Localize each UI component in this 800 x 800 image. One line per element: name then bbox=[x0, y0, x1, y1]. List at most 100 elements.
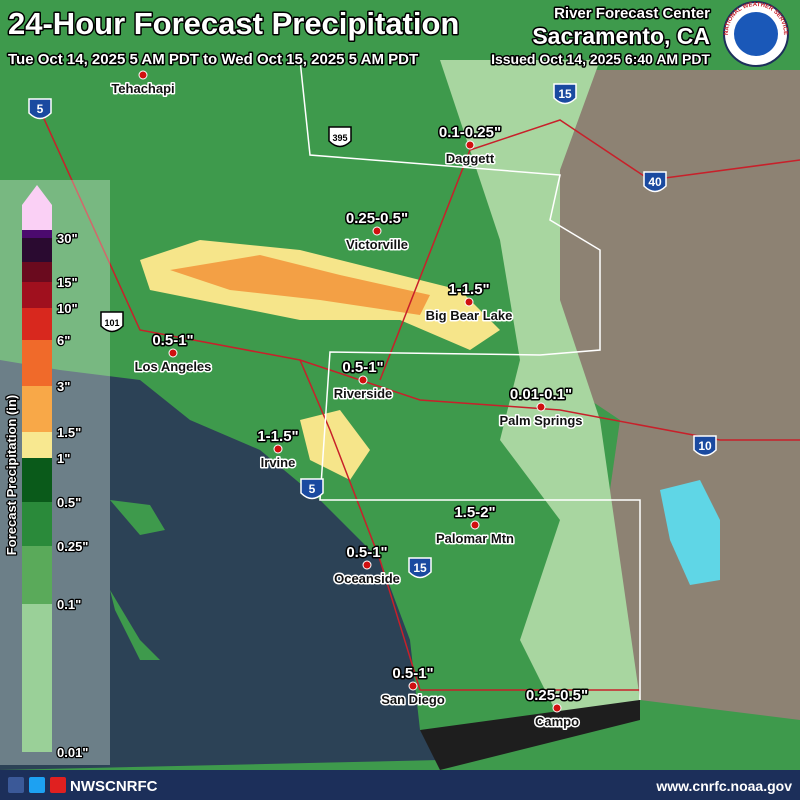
city-dot bbox=[465, 140, 475, 150]
legend-swatch bbox=[22, 308, 52, 340]
legend-label: 30" bbox=[57, 231, 78, 246]
precip-amount: 0.25-0.5" bbox=[346, 210, 408, 227]
social-handle[interactable]: NWSCNRFC bbox=[70, 778, 158, 795]
legend-swatch bbox=[22, 604, 52, 752]
legend: 30" 15" 10" 6" 3" 1.5" 1" 0.5" 0.25" 0.1" 0.01" For… bbox=[0, 180, 110, 765]
mexico-mask bbox=[420, 700, 640, 770]
legend-label: 0.25" bbox=[57, 539, 88, 554]
legend-label: 0.01" bbox=[57, 745, 88, 760]
highway-shield bbox=[28, 98, 52, 120]
shield-number: 40 bbox=[648, 175, 662, 189]
highway-shield bbox=[300, 478, 324, 500]
salton-sea bbox=[660, 480, 720, 585]
legend-label: 10" bbox=[57, 301, 78, 316]
city-dot bbox=[358, 375, 368, 385]
city-dot bbox=[470, 520, 480, 530]
legend-label: 1.5" bbox=[57, 425, 81, 440]
highway-shield bbox=[100, 311, 124, 333]
city-name: Campo bbox=[535, 714, 579, 729]
precip-amount: 0.5-1" bbox=[392, 665, 433, 682]
city-name: Los Angeles bbox=[135, 359, 212, 374]
city-name: Palm Springs bbox=[499, 413, 582, 428]
highway-shield bbox=[553, 83, 577, 105]
highway-shield bbox=[328, 126, 352, 148]
city-dot bbox=[273, 444, 283, 454]
legend-label: 0.5" bbox=[57, 495, 81, 510]
legend-swatch bbox=[22, 340, 52, 386]
city-name: Riverside bbox=[334, 386, 393, 401]
shield-number: 5 bbox=[309, 482, 316, 496]
city-dot bbox=[536, 402, 546, 412]
highway-shield bbox=[408, 557, 432, 579]
title: 24-Hour Forecast Precipitation bbox=[8, 6, 459, 41]
legend-label: 6" bbox=[57, 333, 70, 348]
city-name: Palomar Mtn bbox=[436, 531, 514, 546]
legend-swatch bbox=[22, 262, 52, 282]
footer-url[interactable]: www.cnrfc.noaa.gov bbox=[655, 778, 792, 794]
legend-title: Forecast Precipitation (in) bbox=[4, 395, 19, 555]
islands bbox=[110, 500, 165, 660]
legend-swatch bbox=[22, 386, 52, 432]
office-line2: Sacramento, CA bbox=[532, 23, 710, 49]
city-name: Daggett bbox=[446, 151, 495, 166]
issued: Issued Oct 14, 2025 6:40 AM PDT bbox=[491, 51, 710, 67]
city-name: Oceanside bbox=[334, 571, 400, 586]
highway-shield bbox=[643, 171, 667, 193]
precip-amount: 1.5-2" bbox=[454, 504, 495, 521]
shield-number: 15 bbox=[558, 87, 572, 101]
legend-swatch bbox=[22, 458, 52, 502]
city-name: Victorville bbox=[346, 237, 408, 252]
legend-label: 15" bbox=[57, 275, 78, 290]
heavy-precip-core bbox=[170, 255, 430, 315]
footer-bar bbox=[0, 770, 800, 800]
precip-amount: 0.5-1" bbox=[342, 359, 383, 376]
city-name: Irvine bbox=[261, 455, 296, 470]
precip-amount: 0.25-0.5" bbox=[526, 687, 588, 704]
facebook-icon[interactable] bbox=[8, 777, 24, 793]
precip-amount: 0.1-0.25" bbox=[439, 124, 501, 141]
precip-amount: 0.5-1" bbox=[152, 332, 193, 349]
legend-label: 1" bbox=[57, 451, 70, 466]
shield-number: 5 bbox=[37, 102, 44, 116]
city-dot bbox=[362, 560, 372, 570]
youtube-icon[interactable] bbox=[50, 777, 66, 793]
highways bbox=[39, 109, 800, 691]
legend-label: 3" bbox=[57, 379, 70, 394]
legend-swatch bbox=[22, 238, 52, 262]
legend-swatch bbox=[22, 502, 52, 546]
city-dot bbox=[408, 681, 418, 691]
city-name: Tehachapi bbox=[111, 81, 174, 96]
twitter-icon[interactable] bbox=[29, 777, 45, 793]
shield-number: 15 bbox=[413, 561, 427, 575]
city-dot bbox=[552, 703, 562, 713]
office-line1: River Forecast Center bbox=[554, 5, 710, 22]
city-dot bbox=[138, 70, 148, 80]
legend-swatch bbox=[22, 432, 52, 458]
highway-shield bbox=[693, 435, 717, 457]
precip-amount: 0.5-1" bbox=[346, 544, 387, 561]
city-dot bbox=[372, 226, 382, 236]
shield-number: 10 bbox=[698, 439, 712, 453]
city-dot bbox=[168, 348, 178, 358]
nws-logo-inner bbox=[734, 12, 778, 56]
city-name: San Diego bbox=[381, 692, 445, 707]
county-lines bbox=[299, 59, 641, 700]
legend-swatch bbox=[22, 205, 52, 230]
precip-amount: 1-1.5" bbox=[448, 281, 489, 298]
legend-arrow bbox=[22, 185, 52, 205]
precip-amount: 0.01-0.1" bbox=[510, 386, 572, 403]
legend-panel bbox=[0, 180, 110, 765]
legend-swatch bbox=[22, 230, 52, 238]
legend-swatch bbox=[22, 282, 52, 308]
period: Tue Oct 14, 2025 5 AM PDT to Wed Oct 15,… bbox=[8, 51, 418, 68]
legend-swatch bbox=[22, 546, 52, 604]
ocean bbox=[0, 360, 440, 770]
shield-number: 101 bbox=[104, 318, 119, 328]
legend-label: 0.1" bbox=[57, 597, 81, 612]
city-dot bbox=[464, 297, 474, 307]
light-precip bbox=[440, 60, 640, 720]
precip-amount: 1-1.5" bbox=[257, 428, 298, 445]
city-name: Big Bear Lake bbox=[426, 308, 513, 323]
shield-number: 395 bbox=[332, 133, 347, 143]
